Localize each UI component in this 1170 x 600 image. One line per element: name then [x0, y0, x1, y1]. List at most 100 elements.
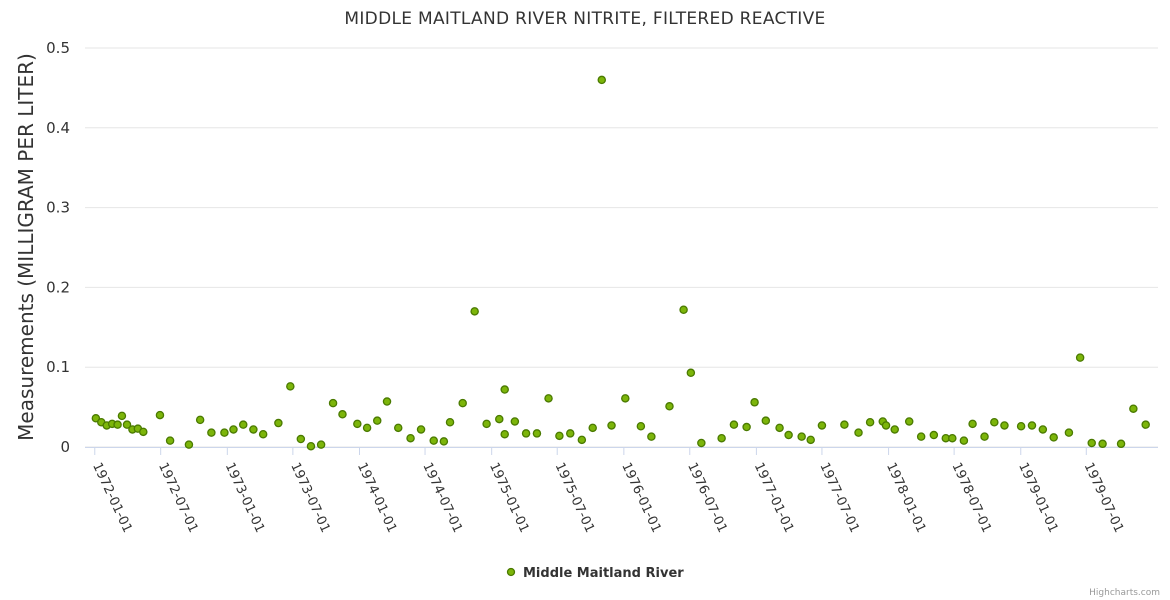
x-tick-label: 1972-01-01 — [89, 460, 135, 535]
data-point[interactable] — [184, 440, 194, 449]
data-point[interactable] — [929, 430, 939, 440]
data-point[interactable] — [416, 425, 426, 434]
data-point[interactable] — [904, 417, 914, 426]
data-point[interactable] — [890, 425, 899, 434]
data-point[interactable] — [916, 432, 926, 441]
data-point[interactable] — [775, 423, 784, 433]
data-point[interactable] — [697, 438, 706, 448]
data-point[interactable] — [679, 305, 688, 314]
data-point[interactable] — [717, 433, 726, 443]
data-point[interactable] — [532, 429, 542, 438]
data-point[interactable] — [382, 397, 392, 406]
data-point[interactable] — [566, 429, 575, 438]
data-point[interactable] — [750, 398, 759, 407]
data-point[interactable] — [840, 420, 849, 429]
data-point[interactable] — [113, 420, 122, 429]
data-point[interactable] — [784, 430, 793, 440]
data-point[interactable] — [544, 394, 553, 403]
data-point[interactable] — [1064, 428, 1074, 437]
data-point[interactable] — [881, 421, 891, 430]
data-point[interactable] — [1098, 439, 1107, 449]
data-point[interactable] — [286, 382, 295, 391]
data-point[interactable] — [1016, 422, 1026, 431]
data-point[interactable] — [729, 420, 739, 429]
data-point[interactable] — [353, 419, 362, 429]
data-point[interactable] — [229, 425, 238, 434]
data-point[interactable] — [338, 410, 347, 419]
data-point[interactable] — [258, 429, 268, 439]
data-point[interactable] — [686, 368, 696, 378]
data-point[interactable] — [117, 411, 127, 421]
data-point[interactable] — [990, 418, 999, 427]
data-point[interactable] — [1141, 420, 1150, 429]
data-point[interactable] — [122, 420, 132, 429]
data-point[interactable] — [1087, 438, 1096, 448]
data-point[interactable] — [865, 418, 875, 427]
data-point[interactable] — [296, 434, 306, 444]
data-point[interactable] — [249, 425, 258, 434]
data-point[interactable] — [555, 431, 564, 441]
x-tick-label: 1972-07-01 — [155, 460, 201, 535]
data-point[interactable] — [1000, 421, 1009, 430]
data-point[interactable] — [406, 433, 415, 443]
data-point[interactable] — [597, 75, 607, 85]
data-point[interactable] — [445, 418, 455, 427]
data-point[interactable] — [470, 307, 479, 316]
data-point[interactable] — [510, 417, 520, 426]
data-point[interactable] — [647, 432, 656, 441]
data-point[interactable] — [316, 440, 326, 449]
data-point[interactable] — [577, 435, 587, 445]
data-point[interactable] — [328, 398, 338, 408]
data-point[interactable] — [806, 435, 815, 445]
data-point[interactable] — [439, 437, 449, 446]
data-point[interactable] — [274, 418, 283, 428]
data-point[interactable] — [854, 428, 863, 437]
credits-link[interactable]: Highcharts.com — [1089, 588, 1160, 598]
data-point[interactable] — [1116, 439, 1126, 449]
data-point[interactable] — [372, 416, 382, 425]
legend[interactable]: Middle Maitland River — [506, 566, 685, 581]
data-point[interactable] — [817, 421, 827, 430]
data-point[interactable] — [393, 423, 403, 433]
data-point[interactable] — [761, 416, 771, 425]
data-point[interactable] — [165, 436, 175, 445]
x-tick-label: 1973-01-01 — [222, 460, 268, 535]
data-point[interactable] — [306, 441, 316, 451]
x-tick-label: 1979-01-01 — [1015, 460, 1061, 535]
data-point[interactable] — [588, 423, 597, 433]
data-point[interactable] — [797, 432, 806, 441]
x-tick-label: 1979-07-01 — [1081, 460, 1127, 535]
data-point[interactable] — [500, 429, 509, 439]
data-point[interactable] — [482, 419, 491, 429]
legend-item-middle-maitland-river[interactable]: Middle Maitland River — [523, 566, 684, 581]
data-point[interactable] — [1049, 433, 1058, 442]
data-point[interactable] — [1027, 421, 1037, 430]
series-middle-maitland-river[interactable] — [91, 75, 1150, 451]
data-point[interactable] — [207, 428, 216, 437]
data-point[interactable] — [458, 398, 467, 408]
data-point[interactable] — [155, 410, 165, 420]
data-point[interactable] — [195, 415, 205, 425]
data-point[interactable] — [495, 414, 504, 424]
data-point[interactable] — [1038, 425, 1048, 434]
data-point[interactable] — [621, 394, 630, 403]
data-point[interactable] — [948, 433, 957, 443]
y-tick-label: 0.2 — [46, 278, 70, 296]
data-point[interactable] — [362, 423, 372, 433]
data-point[interactable] — [521, 429, 531, 438]
data-point[interactable] — [607, 421, 616, 430]
data-point[interactable] — [139, 427, 148, 437]
data-point[interactable] — [665, 402, 674, 411]
data-point[interactable] — [636, 422, 646, 431]
data-point[interactable] — [968, 419, 977, 429]
data-point[interactable] — [959, 436, 969, 445]
data-point[interactable] — [220, 428, 229, 437]
data-point[interactable] — [1075, 353, 1085, 362]
data-point[interactable] — [429, 436, 438, 445]
x-tick-label: 1976-07-01 — [684, 460, 730, 535]
data-point[interactable] — [980, 432, 989, 441]
data-point[interactable] — [239, 420, 248, 429]
data-point[interactable] — [500, 385, 509, 394]
data-point[interactable] — [1129, 404, 1138, 413]
data-point[interactable] — [742, 422, 751, 432]
